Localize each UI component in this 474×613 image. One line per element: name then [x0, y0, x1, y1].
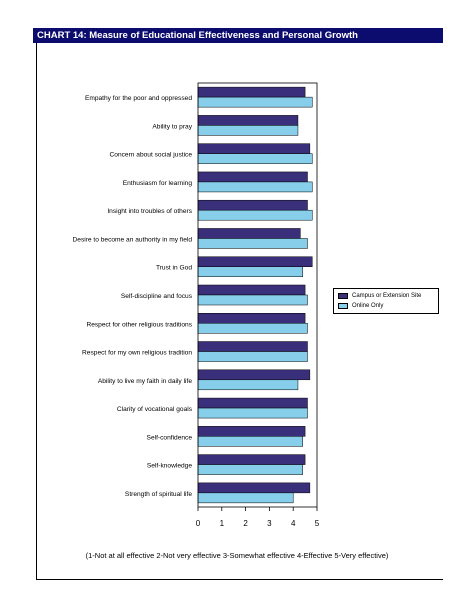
category-label: Self-discipline and focus	[121, 293, 193, 300]
category-label: Self-knowledge	[147, 463, 192, 470]
bar-campus	[197, 199, 308, 211]
bar-online	[197, 238, 308, 249]
legend-label-online: Online Only	[352, 303, 384, 309]
bar-online	[197, 323, 308, 334]
category-label: Respect for other religious traditions	[86, 321, 192, 328]
bar-online	[197, 379, 299, 391]
bar-campus	[197, 228, 301, 239]
bar-online	[197, 464, 303, 475]
bar-campus	[197, 341, 308, 352]
bar-online	[197, 96, 313, 108]
x-tick-label: 4	[291, 519, 296, 528]
bar-online	[197, 266, 303, 277]
category-label: Trust in God	[156, 265, 192, 272]
bar-online	[197, 209, 313, 221]
category-label: Insight into troubles of others	[107, 208, 192, 215]
category-label: Self-confidence	[147, 434, 193, 441]
bar-online	[197, 181, 313, 193]
x-tick-label: 3	[267, 519, 272, 528]
bar-campus	[197, 86, 306, 98]
bar-campus	[197, 313, 306, 324]
bar-online	[197, 351, 308, 362]
bar-campus	[197, 171, 308, 183]
category-label: Empathy for the poor and oppressed	[85, 95, 192, 102]
bar-campus	[197, 426, 306, 437]
bar-online	[197, 125, 299, 136]
bar-campus	[197, 397, 308, 409]
chart-legend: Campus or Extension Site Online Only	[333, 288, 439, 314]
x-tick-label: 2	[243, 519, 248, 528]
bar-campus	[197, 482, 311, 494]
legend-item-campus: Campus or Extension Site	[338, 291, 434, 301]
bar-online	[197, 153, 313, 164]
legend-swatch-campus	[338, 293, 348, 299]
bar-online	[197, 436, 303, 447]
rating-scale-footnote: (1-Not at all effective 2-Not very effec…	[85, 551, 389, 560]
chart-title: CHART 14: Measure of Educational Effecti…	[33, 28, 443, 43]
bar-online	[197, 492, 294, 504]
bar-campus	[197, 115, 299, 126]
category-label: Clarity of vocational goals	[117, 406, 193, 413]
category-label: Concern about social justice	[110, 152, 193, 159]
bar-online	[197, 294, 308, 306]
x-tick-label: 1	[220, 519, 225, 528]
category-label: Enthusiasm for learning	[123, 180, 193, 187]
bar-campus	[197, 256, 313, 267]
category-label: Strength of spiritual life	[125, 491, 192, 498]
legend-item-online: Online Only	[338, 301, 434, 311]
x-tick-label: 5	[315, 519, 320, 528]
chart-frame	[36, 43, 443, 580]
category-label: Ability to pray	[152, 123, 192, 130]
bar-campus	[197, 143, 311, 154]
category-label: Respect for my own religious tradition	[82, 350, 192, 357]
category-label: Desire to become an authority in my fiel…	[73, 236, 193, 243]
bar-campus	[197, 284, 306, 296]
bar-online	[197, 407, 308, 419]
x-tick-label: 0	[196, 519, 201, 528]
legend-label-campus: Campus or Extension Site	[352, 293, 422, 299]
bar-campus	[197, 369, 311, 381]
legend-swatch-online	[338, 303, 348, 309]
category-label: Ability to live my faith in daily life	[98, 378, 193, 385]
bar-campus	[197, 454, 306, 465]
plot-area	[197, 82, 318, 508]
